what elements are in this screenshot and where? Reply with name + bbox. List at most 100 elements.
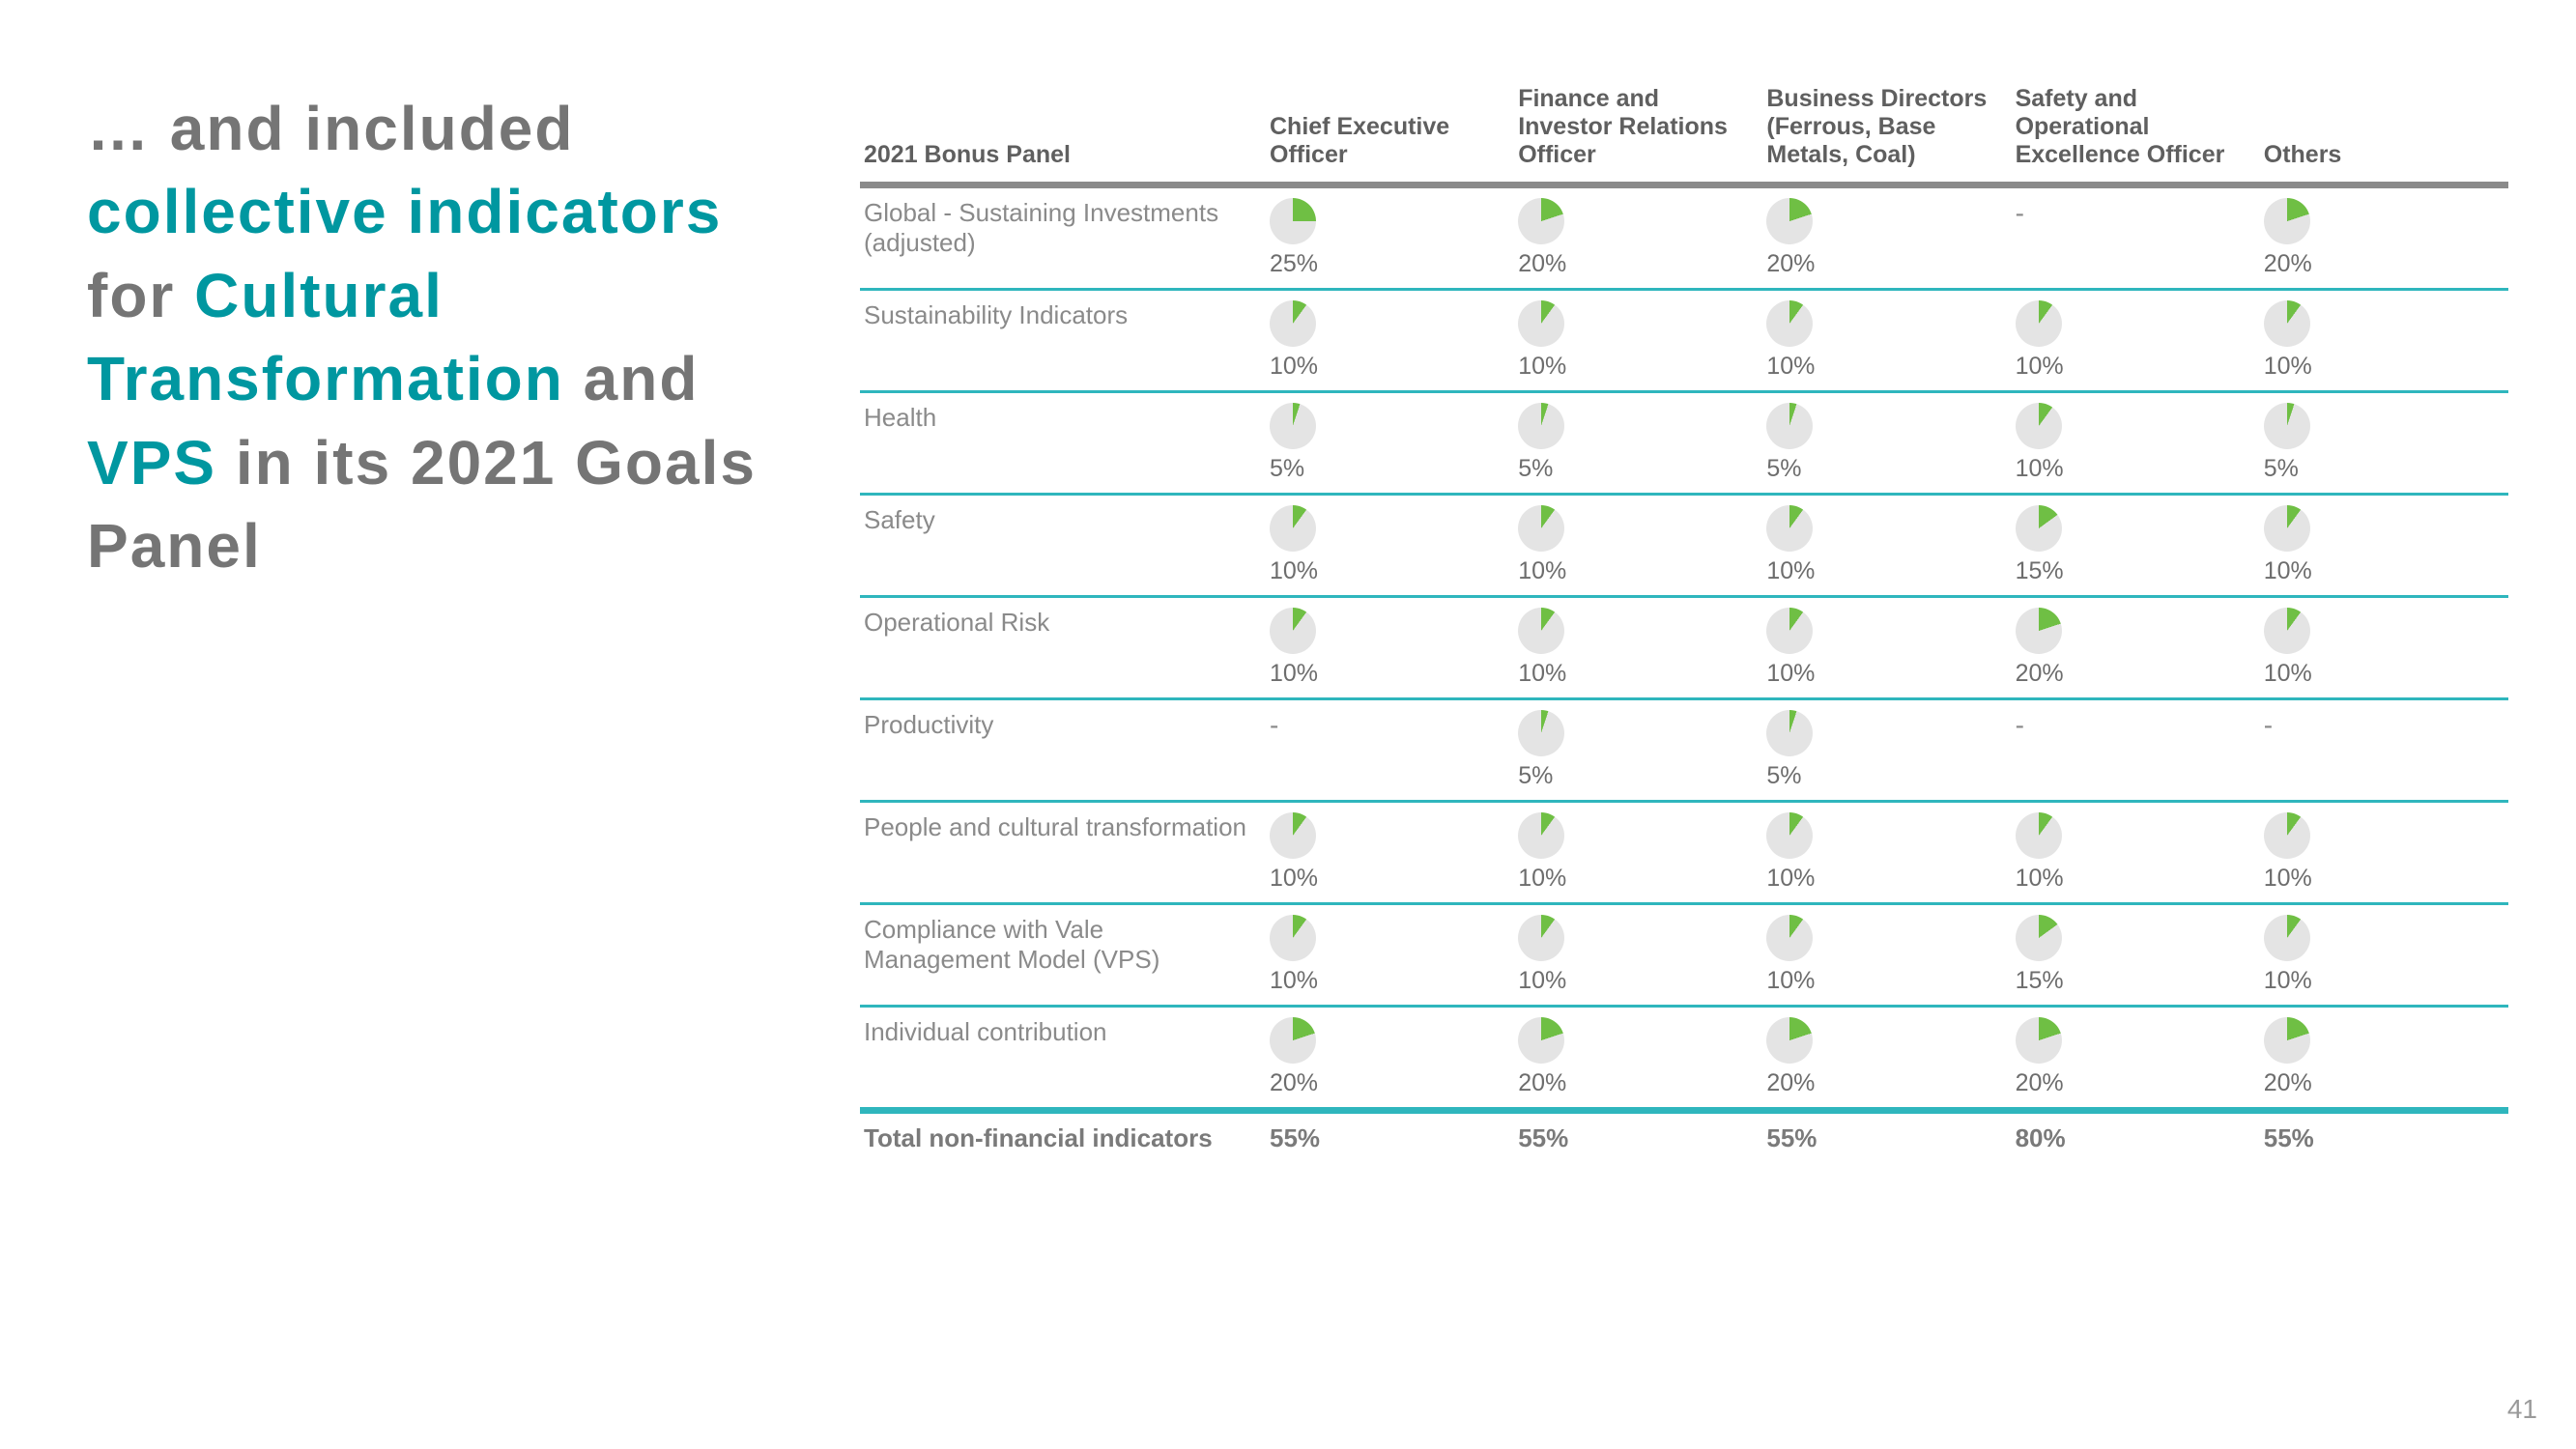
pie-icon — [2016, 812, 2062, 859]
data-cell: 15% — [2012, 904, 2260, 1007]
pie-icon — [2016, 300, 2062, 347]
pie-cell: 10% — [1270, 608, 1504, 688]
data-cell: 10% — [2012, 802, 2260, 904]
pie-icon — [1766, 198, 1813, 244]
pie-cell: 10% — [2264, 915, 2499, 995]
pie-cell: 20% — [2264, 1017, 2499, 1097]
headline-fragment: VPS — [87, 428, 216, 497]
pie-icon — [2264, 300, 2310, 347]
percent-label: 10% — [1518, 865, 1566, 893]
percent-label: 10% — [1518, 557, 1566, 585]
column-header: Safety and Operational Excellence Office… — [2012, 77, 2260, 185]
data-cell: - — [2260, 699, 2508, 802]
pie-icon — [1766, 710, 1813, 756]
data-cell: 10% — [2260, 904, 2508, 1007]
slide: … and included collective indicators for… — [0, 0, 2576, 1449]
table-row: Compliance with Vale Management Model (V… — [860, 904, 2508, 1007]
pie-cell: 5% — [2264, 403, 2499, 483]
pie-icon — [2264, 915, 2310, 961]
pie-icon — [1518, 403, 1564, 449]
data-cell: 5% — [1514, 392, 1762, 495]
data-cell: - — [1266, 699, 1514, 802]
pie-icon — [1518, 608, 1564, 654]
column-header: Others — [2260, 77, 2508, 185]
pie-icon — [2264, 505, 2310, 552]
percent-label: 20% — [1766, 1069, 1815, 1097]
row-label: Individual contribution — [860, 1007, 1266, 1111]
percent-label: 10% — [1270, 660, 1318, 688]
pie-cell: 20% — [1518, 198, 1753, 278]
dash: - — [2016, 198, 2024, 228]
percent-label: 10% — [1270, 557, 1318, 585]
pie-cell: 25% — [1270, 198, 1504, 278]
pie-cell: 5% — [1518, 403, 1753, 483]
percent-label: 25% — [1270, 250, 1318, 278]
data-cell: 10% — [1762, 597, 2011, 699]
totals-value: 55% — [2260, 1111, 2508, 1164]
data-cell: 10% — [1266, 495, 1514, 597]
pie-icon — [2016, 403, 2062, 449]
totals-value: 80% — [2012, 1111, 2260, 1164]
pie-icon — [2016, 505, 2062, 552]
pie-cell: 10% — [1270, 300, 1504, 381]
data-cell: 20% — [1266, 1007, 1514, 1111]
percent-label: 10% — [2016, 455, 2064, 483]
pie-icon — [2264, 403, 2310, 449]
row-label: People and cultural transformation — [860, 802, 1266, 904]
data-cell: 20% — [2012, 597, 2260, 699]
table-header-row: 2021 Bonus PanelChief Executive OfficerF… — [860, 77, 2508, 185]
percent-label: 10% — [1766, 353, 1815, 381]
percent-label: 20% — [1518, 1069, 1566, 1097]
percent-label: 10% — [1518, 660, 1566, 688]
data-cell: 25% — [1266, 185, 1514, 290]
percent-label: 5% — [1518, 762, 1553, 790]
data-cell: 5% — [1762, 699, 2011, 802]
pie-icon — [1766, 300, 1813, 347]
pie-icon — [1518, 198, 1564, 244]
totals-label: Total non-financial indicators — [860, 1111, 1266, 1164]
pie-icon — [1270, 812, 1316, 859]
pie-icon — [2264, 812, 2310, 859]
data-cell: 10% — [1514, 495, 1762, 597]
data-cell: 20% — [1762, 1007, 2011, 1111]
pie-cell: 10% — [1518, 608, 1753, 688]
totals-value: 55% — [1266, 1111, 1514, 1164]
data-cell: 10% — [1266, 597, 1514, 699]
column-header: Business Directors (Ferrous, Base Metals… — [1762, 77, 2011, 185]
percent-label: 10% — [2016, 865, 2064, 893]
row-label: Sustainability Indicators — [860, 290, 1266, 392]
pie-cell: 10% — [1518, 812, 1753, 893]
data-cell: 10% — [1514, 597, 1762, 699]
pie-cell: 5% — [1270, 403, 1504, 483]
pie-cell: 10% — [1270, 915, 1504, 995]
pie-cell: 10% — [1518, 505, 1753, 585]
row-label: Health — [860, 392, 1266, 495]
pie-cell: 20% — [2016, 608, 2250, 688]
pie-cell: 20% — [1518, 1017, 1753, 1097]
data-cell: 20% — [2012, 1007, 2260, 1111]
percent-label: 10% — [1518, 967, 1566, 995]
pie-cell: 20% — [2264, 198, 2499, 278]
pie-icon — [1518, 505, 1564, 552]
percent-label: 20% — [2016, 1069, 2064, 1097]
pie-cell: 10% — [2016, 403, 2250, 483]
headline-column: … and included collective indicators for… — [87, 77, 821, 1401]
percent-label: 10% — [1270, 967, 1318, 995]
pie-icon — [1766, 505, 1813, 552]
data-cell: 10% — [2260, 495, 2508, 597]
table-body: Global - Sustaining Investments (adjuste… — [860, 185, 2508, 1164]
pie-icon — [1270, 915, 1316, 961]
pie-icon — [2016, 608, 2062, 654]
data-cell: 20% — [1762, 185, 2011, 290]
data-cell: 5% — [1266, 392, 1514, 495]
table-row: Health5%5%5%10%5% — [860, 392, 2508, 495]
pie-icon — [2016, 1017, 2062, 1064]
totals-value: 55% — [1762, 1111, 2011, 1164]
percent-label: 10% — [2264, 967, 2312, 995]
percent-label: 10% — [1766, 967, 1815, 995]
percent-label: 20% — [1270, 1069, 1318, 1097]
percent-label: 20% — [2264, 250, 2312, 278]
pie-cell: 15% — [2016, 505, 2250, 585]
data-cell: 10% — [1266, 802, 1514, 904]
data-cell: 5% — [1762, 392, 2011, 495]
